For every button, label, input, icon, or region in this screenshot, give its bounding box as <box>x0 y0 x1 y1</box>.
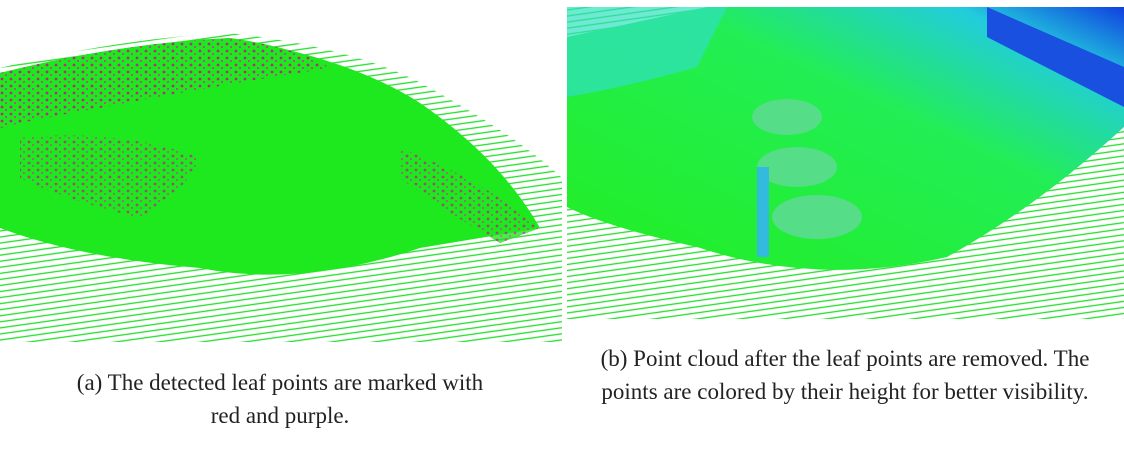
caption-label: (a) <box>77 370 103 395</box>
filtered-cloud-image <box>567 7 1124 319</box>
caption-b: (b) Point cloud after the leaf points ar… <box>598 342 1092 408</box>
caption-text: The detected leaf points are marked with… <box>108 370 484 428</box>
caption-text: Point cloud after the leaf points are re… <box>601 346 1089 404</box>
caption-a: (a) The detected leaf points are marked … <box>60 366 500 432</box>
page: (a) The detected leaf points are marked … <box>0 0 1124 463</box>
leaf-points-image <box>0 28 562 342</box>
caption-label: (b) <box>601 346 628 371</box>
